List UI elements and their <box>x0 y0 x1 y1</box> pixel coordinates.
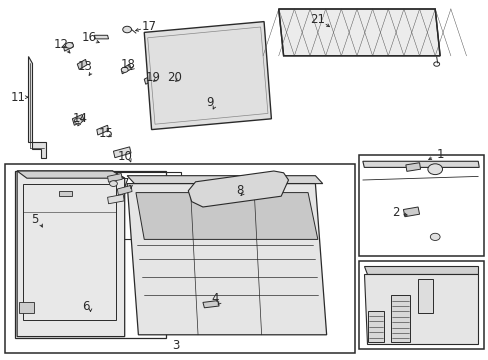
Polygon shape <box>72 114 84 125</box>
Text: 2: 2 <box>391 206 399 219</box>
Polygon shape <box>121 64 131 74</box>
Text: 15: 15 <box>99 127 114 140</box>
Text: 18: 18 <box>121 58 136 71</box>
Bar <box>359 155 483 256</box>
Polygon shape <box>188 171 288 207</box>
Polygon shape <box>107 194 124 204</box>
Circle shape <box>429 233 439 240</box>
Circle shape <box>121 67 128 72</box>
Polygon shape <box>77 59 87 69</box>
Text: 12: 12 <box>54 39 69 51</box>
Polygon shape <box>144 22 271 130</box>
Circle shape <box>65 42 73 48</box>
Polygon shape <box>136 193 317 239</box>
Polygon shape <box>97 125 108 135</box>
Polygon shape <box>203 301 219 308</box>
Polygon shape <box>165 74 175 84</box>
Text: 13: 13 <box>78 60 93 73</box>
Polygon shape <box>364 266 477 274</box>
Polygon shape <box>107 174 122 182</box>
Circle shape <box>427 164 442 175</box>
Polygon shape <box>417 279 432 313</box>
Polygon shape <box>113 147 131 158</box>
Polygon shape <box>17 171 124 178</box>
Polygon shape <box>278 9 439 56</box>
Bar <box>15 171 166 338</box>
Text: 6: 6 <box>81 300 89 312</box>
Bar <box>5 164 354 353</box>
Polygon shape <box>390 295 409 342</box>
Polygon shape <box>127 176 322 184</box>
Text: 3: 3 <box>172 339 180 352</box>
Polygon shape <box>17 171 124 337</box>
Polygon shape <box>403 207 419 217</box>
Polygon shape <box>19 302 34 313</box>
Polygon shape <box>94 35 108 39</box>
Polygon shape <box>127 184 326 335</box>
Text: 19: 19 <box>145 71 160 84</box>
Polygon shape <box>405 163 420 171</box>
Polygon shape <box>63 42 73 51</box>
Text: 1: 1 <box>435 148 443 161</box>
Text: 4: 4 <box>211 292 219 305</box>
Polygon shape <box>144 75 154 84</box>
Text: 11: 11 <box>11 91 25 104</box>
Bar <box>105 172 181 239</box>
Text: 9: 9 <box>206 96 214 109</box>
Polygon shape <box>367 311 383 342</box>
Polygon shape <box>28 56 46 158</box>
Polygon shape <box>364 274 477 344</box>
Text: 21: 21 <box>310 13 325 26</box>
Polygon shape <box>59 191 72 196</box>
Text: 8: 8 <box>235 184 243 197</box>
Polygon shape <box>362 161 478 167</box>
Circle shape <box>109 181 117 186</box>
Polygon shape <box>117 185 132 195</box>
Text: 16: 16 <box>82 31 97 44</box>
Text: 5: 5 <box>31 213 39 226</box>
Circle shape <box>122 26 131 33</box>
Bar <box>359 261 483 349</box>
Text: 7: 7 <box>122 177 130 190</box>
Text: 17: 17 <box>142 21 156 33</box>
Text: 14: 14 <box>72 112 87 125</box>
Text: 10: 10 <box>117 150 132 163</box>
Bar <box>23 184 116 320</box>
Circle shape <box>74 118 82 124</box>
Text: 20: 20 <box>167 71 182 84</box>
